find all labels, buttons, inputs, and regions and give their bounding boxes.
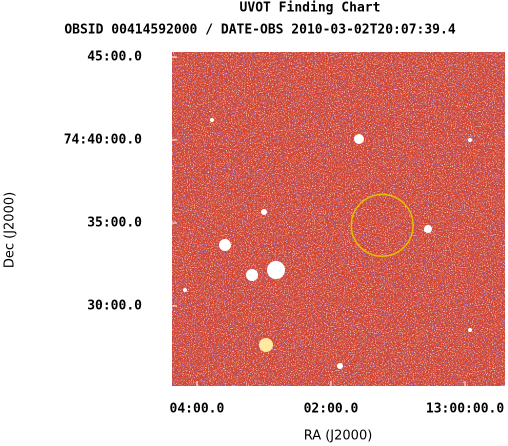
star (337, 363, 343, 369)
y-tick-label: 74:40:00.0 (64, 132, 142, 147)
x-tick-label: 13:00:00.0 (426, 402, 504, 417)
y-axis-label: Dec (J2000) (3, 192, 18, 268)
image-noise (172, 52, 505, 386)
star (261, 209, 267, 215)
x-tick-label: 02:00.0 (304, 402, 359, 417)
y-tick-label: 45:00.0 (87, 49, 142, 64)
star (246, 269, 258, 281)
y-tick-label: 35:00.0 (87, 216, 142, 231)
star (468, 328, 472, 332)
x-tick-label: 04:00.0 (170, 402, 225, 417)
x-axis-label: RA (J2000) (304, 429, 373, 444)
stars (183, 118, 472, 369)
star (210, 118, 214, 122)
y-tick-label: 30:00.0 (87, 299, 142, 314)
star (468, 138, 472, 142)
star (354, 134, 364, 144)
chart-title: UVOT Finding Chart (240, 1, 381, 16)
sky-image (172, 52, 505, 386)
star (424, 225, 432, 233)
star (183, 288, 187, 292)
star (259, 338, 273, 352)
star (219, 239, 231, 251)
source-region (350, 193, 414, 257)
star (267, 261, 285, 279)
chart-subtitle: OBSID 00414592000 / DATE-OBS 2010-03-02T… (64, 23, 456, 38)
